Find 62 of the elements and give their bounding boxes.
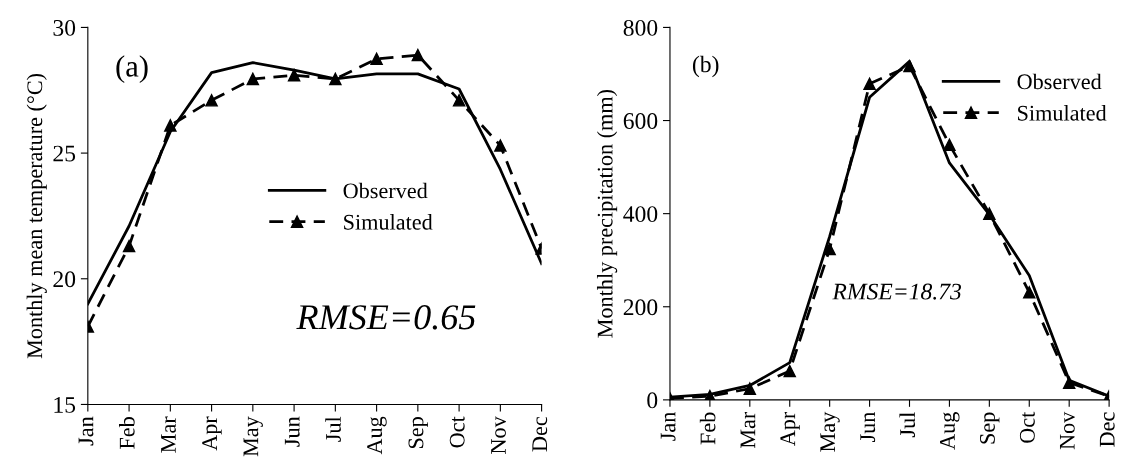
x-tick-label: Aug xyxy=(367,416,387,455)
x-tick-label: Jan xyxy=(78,416,94,446)
x-tick-label: Apr xyxy=(202,416,222,451)
point xyxy=(823,242,836,256)
annotation: RMSE=18.73 xyxy=(832,283,962,300)
x-tick-label: Dec xyxy=(532,416,548,452)
point xyxy=(863,77,876,91)
y-tick-label: 800 xyxy=(623,19,658,36)
x-tick-label: Nov xyxy=(1059,411,1075,450)
y-tick-label: 600 xyxy=(623,113,658,129)
point xyxy=(452,94,466,107)
x-tick-label: Jun xyxy=(860,412,876,443)
y-tick-label: 15 xyxy=(54,397,76,413)
point xyxy=(411,48,425,62)
x-tick-label: Jul xyxy=(899,412,916,438)
x-tick-label: Dec xyxy=(1099,412,1115,447)
x-tick-label: Sep xyxy=(979,412,1000,444)
x-tick-label: Feb xyxy=(119,417,135,449)
point xyxy=(783,364,796,378)
y-tick-label: 30 xyxy=(53,19,76,36)
point xyxy=(246,72,260,86)
annotation: RMSE=0.65 xyxy=(296,305,476,330)
y-axis-title: Monthly precipitation (mm) xyxy=(596,89,618,338)
x-tick-label: Mar xyxy=(161,416,176,453)
x-tick-label: Mar xyxy=(740,411,756,449)
point xyxy=(983,207,996,220)
x-tick-label: Jun xyxy=(284,416,300,447)
x-tick-label: Aug xyxy=(940,412,960,450)
legend-label: Observed xyxy=(1017,73,1102,90)
annotation: (b) xyxy=(692,55,719,78)
point xyxy=(1023,286,1036,299)
x-tick-label: Jul xyxy=(325,416,341,442)
point xyxy=(1062,376,1076,389)
x-tick-label: May xyxy=(243,416,263,457)
x-tick-label: Sep xyxy=(408,417,428,449)
x-tick-label: Apr xyxy=(780,411,800,447)
point xyxy=(903,59,916,73)
point xyxy=(943,138,956,151)
y-tick-label: 25 xyxy=(53,145,76,162)
y-tick-label: 400 xyxy=(623,206,658,223)
point xyxy=(494,139,507,152)
y-axis-title: Monthly mean temperature (°C) xyxy=(26,73,47,359)
point xyxy=(329,72,342,86)
point xyxy=(122,239,136,253)
point xyxy=(287,68,301,82)
y-tick-label: 200 xyxy=(623,299,658,316)
x-tick-label: Jan xyxy=(660,412,676,441)
annotation: (a) xyxy=(116,55,148,83)
x-tick-label: May xyxy=(820,411,840,452)
legend-label: Simulated xyxy=(1018,105,1107,121)
legend-label: Simulated xyxy=(344,214,433,230)
x-tick-label: Feb xyxy=(699,412,716,445)
point xyxy=(164,119,177,132)
y-tick-label: 20 xyxy=(53,271,76,288)
x-tick-label: Nov xyxy=(491,416,506,454)
x-tick-label: Oct xyxy=(1019,411,1035,443)
y-tick-label: 0 xyxy=(647,392,658,409)
x-tick-label: Oct xyxy=(449,416,465,448)
point xyxy=(205,94,218,107)
point xyxy=(370,52,383,66)
point xyxy=(743,382,757,395)
legend-label: Observed xyxy=(343,182,428,199)
